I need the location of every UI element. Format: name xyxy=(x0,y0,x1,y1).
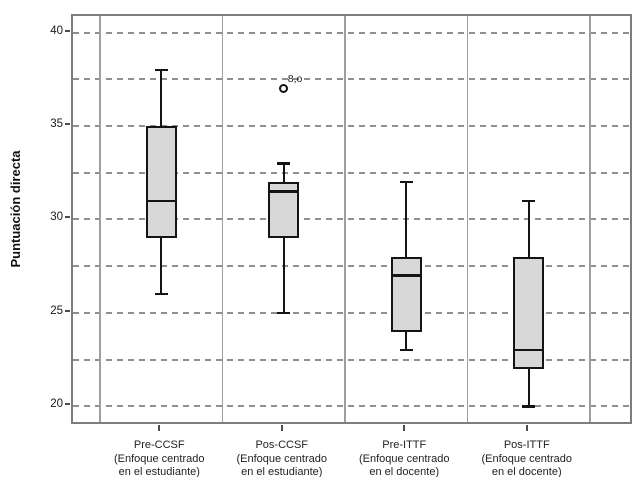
y-tick-mark xyxy=(65,403,70,406)
x-tick-mark xyxy=(158,425,161,431)
panel-separator xyxy=(589,16,591,422)
whisker-lower-cap xyxy=(277,311,291,315)
category-label: Pre-CCSF (Enfoque centrado en el estudiant… xyxy=(84,439,234,477)
whisker-upper-cap xyxy=(154,68,168,72)
panel-separator xyxy=(466,16,469,422)
y-tick-label: 40 xyxy=(50,24,63,37)
whisker-lower-cap xyxy=(399,348,413,352)
y-tick-mark xyxy=(65,309,70,312)
whisker-upper-stem xyxy=(160,69,163,127)
whisker-upper-cap xyxy=(522,199,536,202)
y-tick-label: 25 xyxy=(50,304,63,317)
box xyxy=(390,256,422,332)
x-tick-mark xyxy=(403,425,406,431)
y-axis-title: Puntuación directa xyxy=(8,150,23,268)
median-line xyxy=(268,190,300,193)
gridline xyxy=(73,31,630,34)
gridline xyxy=(73,265,630,268)
category-label-line: en el docente) xyxy=(369,466,440,477)
panel-separator xyxy=(221,16,224,422)
gridline xyxy=(73,358,630,361)
category-label-line: en el estudiante) xyxy=(241,466,323,477)
median-line xyxy=(390,274,422,277)
category-label: Pos-ITTF (Enfoque centrado en el docente) xyxy=(452,439,602,477)
gridline xyxy=(73,125,630,128)
y-tick-label: 30 xyxy=(50,211,63,224)
outlier-point xyxy=(279,84,289,94)
whisker-lower-stem xyxy=(282,238,285,313)
whisker-upper-cap xyxy=(399,180,413,184)
whisker-upper-stem xyxy=(282,163,285,183)
category-label-line: Pre-CCSF xyxy=(133,439,185,451)
whisker-upper-cap xyxy=(277,162,291,165)
gridline xyxy=(73,218,630,221)
median-line xyxy=(513,348,545,352)
category-label: Pre-ITTF (Enfoque centrado en el docente) xyxy=(329,439,479,477)
category-label-line: Pre-ITTF xyxy=(382,439,427,451)
category-label-line: (Enfoque centrado xyxy=(481,452,572,465)
whisker-lower-stem xyxy=(405,331,408,351)
y-tick-label: 20 xyxy=(50,398,63,411)
box xyxy=(145,126,177,239)
y-tick-mark xyxy=(65,123,70,126)
category-label-line: (Enfoque centrado xyxy=(236,452,327,465)
panel-separator xyxy=(344,16,346,422)
category-label-line: (Enfoque centrado xyxy=(113,452,205,465)
y-tick-mark xyxy=(65,29,70,32)
y-tick-label: 35 xyxy=(50,118,63,131)
y-tick-mark xyxy=(65,216,70,219)
whisker-lower-stem xyxy=(527,368,530,407)
gridline xyxy=(73,78,630,81)
gridline xyxy=(73,311,630,314)
gridline xyxy=(73,171,630,174)
whisker-upper-stem xyxy=(405,182,408,257)
plot-area: 8,o xyxy=(71,14,632,424)
category-label-line: en el estudiante) xyxy=(118,466,200,477)
category-label: Pos-CCSF (Enfoque centrado en el estudiant… xyxy=(207,439,357,477)
whisker-lower-stem xyxy=(160,238,163,295)
whisker-upper-stem xyxy=(527,200,530,257)
category-label-line: Pos-CCSF xyxy=(255,439,309,451)
panel-separator xyxy=(99,16,101,422)
outlier-label: 8,o xyxy=(287,72,303,85)
x-tick-mark xyxy=(525,425,528,431)
category-label-line: en el docente) xyxy=(491,466,562,477)
category-label-line: Pos-ITTF xyxy=(503,439,550,451)
gridline xyxy=(73,405,630,408)
box xyxy=(513,256,545,369)
whisker-lower-cap xyxy=(522,405,536,408)
category-label-line: (Enfoque centrado xyxy=(358,452,450,465)
x-tick-mark xyxy=(280,425,283,431)
whisker-lower-cap xyxy=(154,292,168,296)
median-line xyxy=(145,199,177,202)
